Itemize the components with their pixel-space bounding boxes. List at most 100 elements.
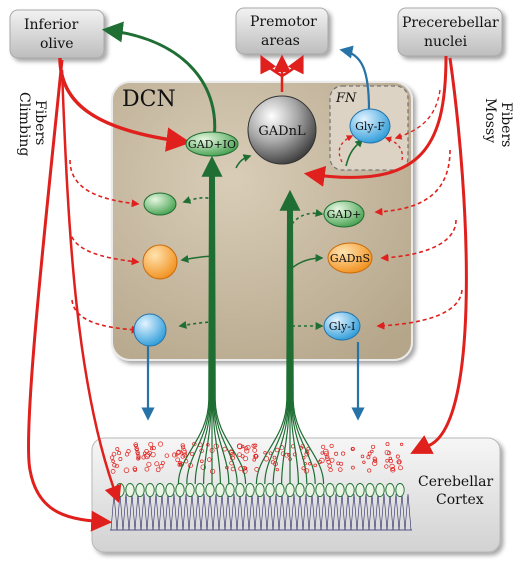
granule-dot	[245, 444, 251, 451]
inferior-olive-line1: Inferior	[24, 17, 79, 33]
granule-dot	[397, 460, 402, 465]
granule-dot	[323, 450, 329, 457]
purkinje-axon	[264, 207, 289, 485]
premotor-areas-box: Premotor areas	[235, 7, 329, 55]
granule-dot	[388, 459, 393, 464]
purkinje-cell	[155, 483, 165, 497]
purkinje-cell	[355, 483, 365, 497]
purkinje-cell	[365, 483, 375, 497]
climbing-collateral-green	[69, 159, 140, 208]
granule-dot	[341, 451, 346, 456]
granule-dot	[137, 456, 141, 460]
granule-dot	[327, 463, 332, 469]
climbing-to-cortex-arrow-2	[60, 69, 122, 504]
granule-dot	[384, 449, 390, 456]
granule-dot	[176, 450, 181, 455]
granule-dot	[329, 443, 334, 448]
dendrite-line	[362, 493, 370, 531]
purkinje-cell	[345, 483, 355, 497]
gly-f-to-premotor-arrow	[339, 45, 371, 111]
granule-dot	[323, 448, 329, 455]
granule-dot	[144, 466, 150, 472]
granule-dot	[384, 464, 389, 469]
granule-dot	[141, 455, 146, 460]
purkinje-axon	[290, 207, 299, 485]
dendrite-line	[158, 493, 166, 531]
dendrite-line	[212, 493, 220, 531]
dendrite-line	[248, 493, 256, 531]
dendrite-line	[230, 493, 238, 531]
granule-dot	[146, 461, 152, 467]
dendrite-line	[320, 493, 328, 531]
fn-internal-arrows	[338, 135, 404, 163]
inferior-olive-box: Inferior olive	[9, 9, 105, 59]
dendrite-line	[128, 493, 136, 531]
purkinje-cell	[245, 483, 255, 497]
dendrite-line	[242, 493, 250, 531]
granule-dot	[171, 452, 177, 458]
granule-dot	[242, 455, 249, 462]
granule-dot	[133, 467, 138, 472]
granule-dot	[192, 441, 197, 447]
granule-dot	[313, 463, 317, 468]
granule-dot	[252, 457, 256, 462]
purkinje-axon	[290, 207, 308, 485]
gly-i-label: Gly-I	[329, 320, 356, 333]
purkinje-cell	[335, 483, 345, 497]
dendrite-line	[308, 493, 316, 531]
purkinje-cell	[225, 483, 235, 497]
granule-dot	[398, 465, 403, 471]
inferior-olive-line2: olive	[40, 36, 74, 52]
granule-dot	[236, 443, 243, 449]
granule-dot	[164, 453, 170, 458]
granule-dot	[329, 457, 335, 463]
precerebellar-line2: nuclei	[424, 34, 468, 50]
dendrite-line	[152, 493, 160, 531]
purkinje-cell	[185, 483, 195, 497]
dendrite-line	[344, 493, 352, 531]
granule-dot	[175, 453, 179, 457]
granule-dot	[252, 448, 258, 453]
dendrite-line	[374, 493, 382, 531]
purkinje-axon	[272, 207, 290, 485]
dendrite-line	[404, 493, 412, 531]
granule-dot	[385, 458, 390, 463]
granule-dot	[351, 465, 355, 470]
granule-dot	[178, 460, 183, 465]
granule-dot	[123, 467, 130, 474]
dendrite-line	[164, 493, 172, 531]
granule-dot	[324, 454, 330, 460]
cerebellar-cortex-box: Cerebellar Cortex	[91, 437, 501, 553]
green-interneuron-cell	[143, 192, 177, 216]
granule-dot	[371, 444, 376, 449]
granule-dot	[181, 445, 186, 450]
dendrite-line	[314, 493, 322, 531]
purkinje-cell	[395, 483, 405, 497]
dendrite-line	[332, 493, 340, 531]
granule-dot	[280, 451, 286, 457]
granule-dot	[399, 442, 404, 447]
granule-dot	[367, 451, 372, 456]
cortex-label-line2: Cortex	[436, 492, 484, 508]
granule-dot	[175, 457, 181, 463]
precerebellar-line1: Precerebellar	[402, 15, 499, 31]
dendrite-line	[140, 493, 148, 531]
gly-i-cell: Gly-I	[323, 311, 361, 341]
precerebellar-nuclei-box: Precerebellar nuclei	[397, 7, 503, 57]
granule-dot	[320, 451, 324, 455]
granule-dot	[320, 444, 326, 450]
purkinje-cell	[145, 483, 155, 497]
purkinje-axon	[194, 173, 212, 485]
gadns-label: GADnS	[330, 252, 370, 265]
gadnl-cell: GADnL	[247, 95, 317, 165]
purkinje-cell	[295, 483, 305, 497]
gad-io-cell: GAD+IO	[185, 131, 239, 157]
purkinje-axon	[177, 173, 211, 485]
dendrite-line	[170, 493, 178, 531]
granule-dot	[328, 467, 333, 473]
purkinje-cell	[265, 483, 275, 497]
purkinje-cell	[135, 483, 145, 497]
dendrite-line	[224, 493, 232, 531]
granule-dot	[182, 453, 187, 458]
granule-dot	[243, 466, 248, 470]
